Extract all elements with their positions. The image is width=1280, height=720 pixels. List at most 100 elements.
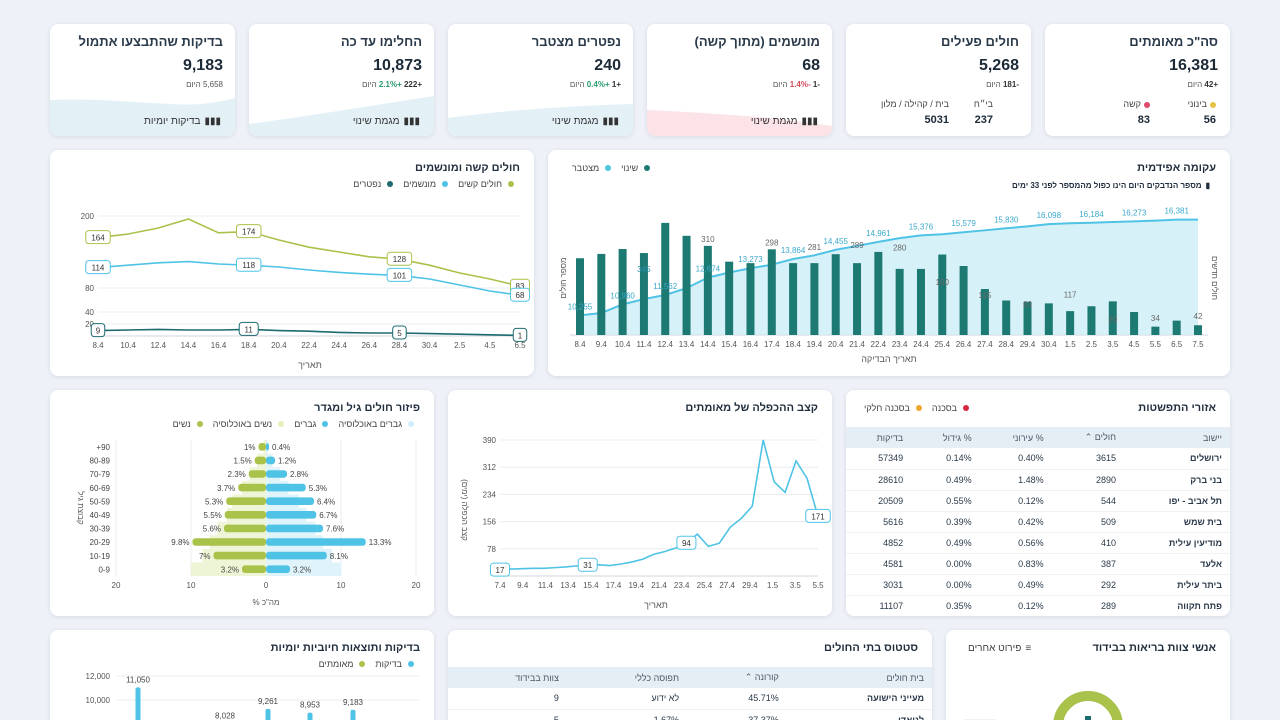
epi-bar[interactable] <box>916 268 925 335</box>
men-bar[interactable] <box>266 551 327 560</box>
epi-bar[interactable] <box>1151 326 1160 335</box>
women-bar[interactable] <box>242 565 266 573</box>
epi-bar[interactable] <box>1194 325 1202 335</box>
epi-bar[interactable] <box>639 253 648 335</box>
table-row[interactable]: בני ברק 2890 1.48% 0.49% 28610 <box>846 469 1230 491</box>
table-row[interactable]: לניאדו 37.37% 1.67% 5 <box>448 709 932 720</box>
column-header[interactable]: תפוסה כללי <box>566 667 688 688</box>
daily-tests-link[interactable]: ▮▮▮בדיקות יומיות <box>144 116 221 127</box>
column-header[interactable]: חולים ⌃ <box>1051 427 1125 448</box>
epi-bar[interactable] <box>1108 301 1117 335</box>
epi-bar[interactable] <box>831 254 840 335</box>
women-bar[interactable] <box>238 483 266 492</box>
women-bar[interactable] <box>213 551 267 560</box>
women-bar[interactable] <box>224 524 266 533</box>
men-bar[interactable] <box>266 524 323 533</box>
daily-tests-legend[interactable]: בדיקות מאומתים <box>319 659 414 669</box>
men-bar[interactable] <box>266 443 269 451</box>
age-legend[interactable]: גברים באוכלוסיה גברים נשים באוכלוסיה נשי… <box>173 419 414 429</box>
table-row[interactable]: מודיעין עילית 410 0.56% 0.49% 4852 <box>846 532 1230 554</box>
table-row[interactable]: אלעד 387 0.83% 0.00% 4581 <box>846 553 1230 575</box>
epi-bar[interactable] <box>980 289 989 335</box>
column-header[interactable]: יישוב <box>1124 427 1230 448</box>
table-row[interactable]: ירושלים 3615 0.40% 0.14% 57349 <box>846 448 1230 470</box>
epi-legend[interactable]: שינוי מצטבר <box>572 163 651 173</box>
men-bar[interactable] <box>266 456 275 465</box>
epi-bar[interactable] <box>661 222 670 335</box>
women-bar[interactable] <box>248 470 266 478</box>
kpi-tests[interactable]: בדיקות שהתבצעו אתמול 9,183 5,658 היום ▮▮… <box>50 24 235 136</box>
kpi-recovered[interactable]: החלימו עד כה 10,873 +222 +2.1% היום ▮▮▮מ… <box>249 24 434 136</box>
x-tick: 3.5 <box>790 581 802 590</box>
doubling-chart[interactable]: 78 156 234 312 390 7.4 9.4 11.4 13.4 15.4 17.4 19.4… <box>448 390 832 616</box>
daily-tests-chart[interactable]: 12,000 10,000 11,050 8,028 9,261 8,953 9,183 <box>50 630 434 720</box>
epi-bar[interactable] <box>789 263 798 335</box>
kpi-active[interactable]: חולים פעילים 5,268 -181 היום בי״ח 237 בית… <box>846 24 1031 136</box>
women-bar[interactable] <box>226 497 266 505</box>
men-bar[interactable] <box>266 538 366 546</box>
epi-bar[interactable] <box>767 249 776 335</box>
series-line-1[interactable] <box>97 260 521 296</box>
epi-bar[interactable] <box>853 263 862 335</box>
epi-bar[interactable] <box>1002 300 1011 336</box>
kpi-confirmed[interactable]: סה"כ מאומתים 16,381 +42 היום בינוני 56 קש… <box>1045 24 1230 136</box>
epi-bar[interactable] <box>1130 312 1139 335</box>
table-row[interactable]: ביתר עילית 292 0.49% 0.00% 3031 <box>846 574 1230 596</box>
table-row[interactable]: בית שמש 509 0.42% 0.39% 5616 <box>846 511 1230 533</box>
epi-bar[interactable] <box>959 266 968 335</box>
trend-link[interactable]: ▮▮▮מגמת שינוי <box>352 116 420 127</box>
column-header[interactable]: % עירוני <box>979 427 1052 448</box>
women-bar[interactable] <box>224 511 266 519</box>
table-row[interactable]: תל אביב - יפו 544 0.12% 0.55% 20509 <box>846 490 1230 512</box>
epi-bar[interactable] <box>618 249 627 335</box>
epi-bar[interactable] <box>703 245 712 335</box>
trend-link[interactable]: ▮▮▮מגמת שינוי <box>750 116 818 127</box>
x-tick: 2.5 <box>454 341 466 350</box>
epi-bar[interactable] <box>810 263 819 335</box>
tests-bar[interactable] <box>135 687 141 720</box>
kpi-ventilated[interactable]: מונשמים (מתוך קשה) 68 -1 -1.4% היום ▮▮▮מ… <box>647 24 832 136</box>
tests-bar[interactable] <box>265 708 271 720</box>
column-header[interactable]: צוות בבידוד <box>448 667 567 688</box>
women-bar[interactable] <box>192 538 267 546</box>
tests-bar[interactable] <box>350 709 356 720</box>
kpi-deceased[interactable]: נפטרים מצטבר 240 +1 +0.4% היום ▮▮▮מגמת ש… <box>448 24 633 136</box>
epi-bar[interactable] <box>725 261 734 335</box>
severe-legend[interactable]: חולים קשים מונשמים נפטרים <box>353 179 514 189</box>
epi-bar[interactable] <box>746 263 755 335</box>
epi-curve-chart[interactable]: 8.4 9.4 10.4 11.4 12.4 13.4 14.4 15.4 16.4 17.4 18… <box>548 150 1230 376</box>
column-header[interactable]: בדיקות <box>846 427 912 448</box>
table-row[interactable]: מעייני הישועה 45.71% לא ידוע 9 <box>448 688 932 710</box>
column-header[interactable]: קורונה ⌃ <box>687 667 787 688</box>
epi-bar[interactable] <box>1172 320 1181 335</box>
epi-bar[interactable] <box>682 235 691 335</box>
column-header[interactable]: % גידול <box>911 427 980 448</box>
men-bar[interactable] <box>266 511 317 519</box>
epi-bar[interactable] <box>1044 303 1053 335</box>
column-header[interactable]: בית חולים <box>786 667 932 688</box>
men-bar[interactable] <box>266 565 290 573</box>
table-row[interactable]: פתח תקווה 289 0.12% 0.35% 11107 <box>846 595 1230 616</box>
severe-chart[interactable]: 20 40 80 200 8.4 10.4 12.4 14.4 16.4 18.4 20.4 22.4… <box>50 150 534 376</box>
epi-bar[interactable] <box>895 268 904 335</box>
women-bar[interactable] <box>258 443 267 451</box>
staff-menu[interactable]: ≡פירוט אחרים <box>968 643 1032 654</box>
tests-bar[interactable] <box>307 712 313 720</box>
series-line-0[interactable] <box>97 218 521 287</box>
age-chart[interactable]: 20 10 0 10 20 1% 0.4% +90 1.5% 1.2% 80-89 2.3% 2.8% 7… <box>50 390 434 616</box>
epi-bar[interactable] <box>1066 311 1075 335</box>
epi-bar[interactable] <box>938 254 947 336</box>
men-bar[interactable] <box>266 497 314 505</box>
epi-bar[interactable] <box>1087 306 1096 335</box>
epi-bar[interactable] <box>576 258 584 335</box>
doubling-line[interactable] <box>499 439 819 571</box>
men-bar[interactable] <box>266 470 287 478</box>
epi-bar[interactable] <box>874 251 883 335</box>
series-line-2[interactable] <box>97 328 521 337</box>
areas-legend[interactable]: בסכנה בסכנה חלקי <box>864 403 970 413</box>
epi-bar[interactable] <box>597 253 606 335</box>
epi-bar[interactable] <box>1023 301 1032 335</box>
women-bar[interactable] <box>254 456 266 465</box>
men-bar[interactable] <box>266 483 306 492</box>
trend-link[interactable]: ▮▮▮מגמת שינוי <box>551 116 619 127</box>
